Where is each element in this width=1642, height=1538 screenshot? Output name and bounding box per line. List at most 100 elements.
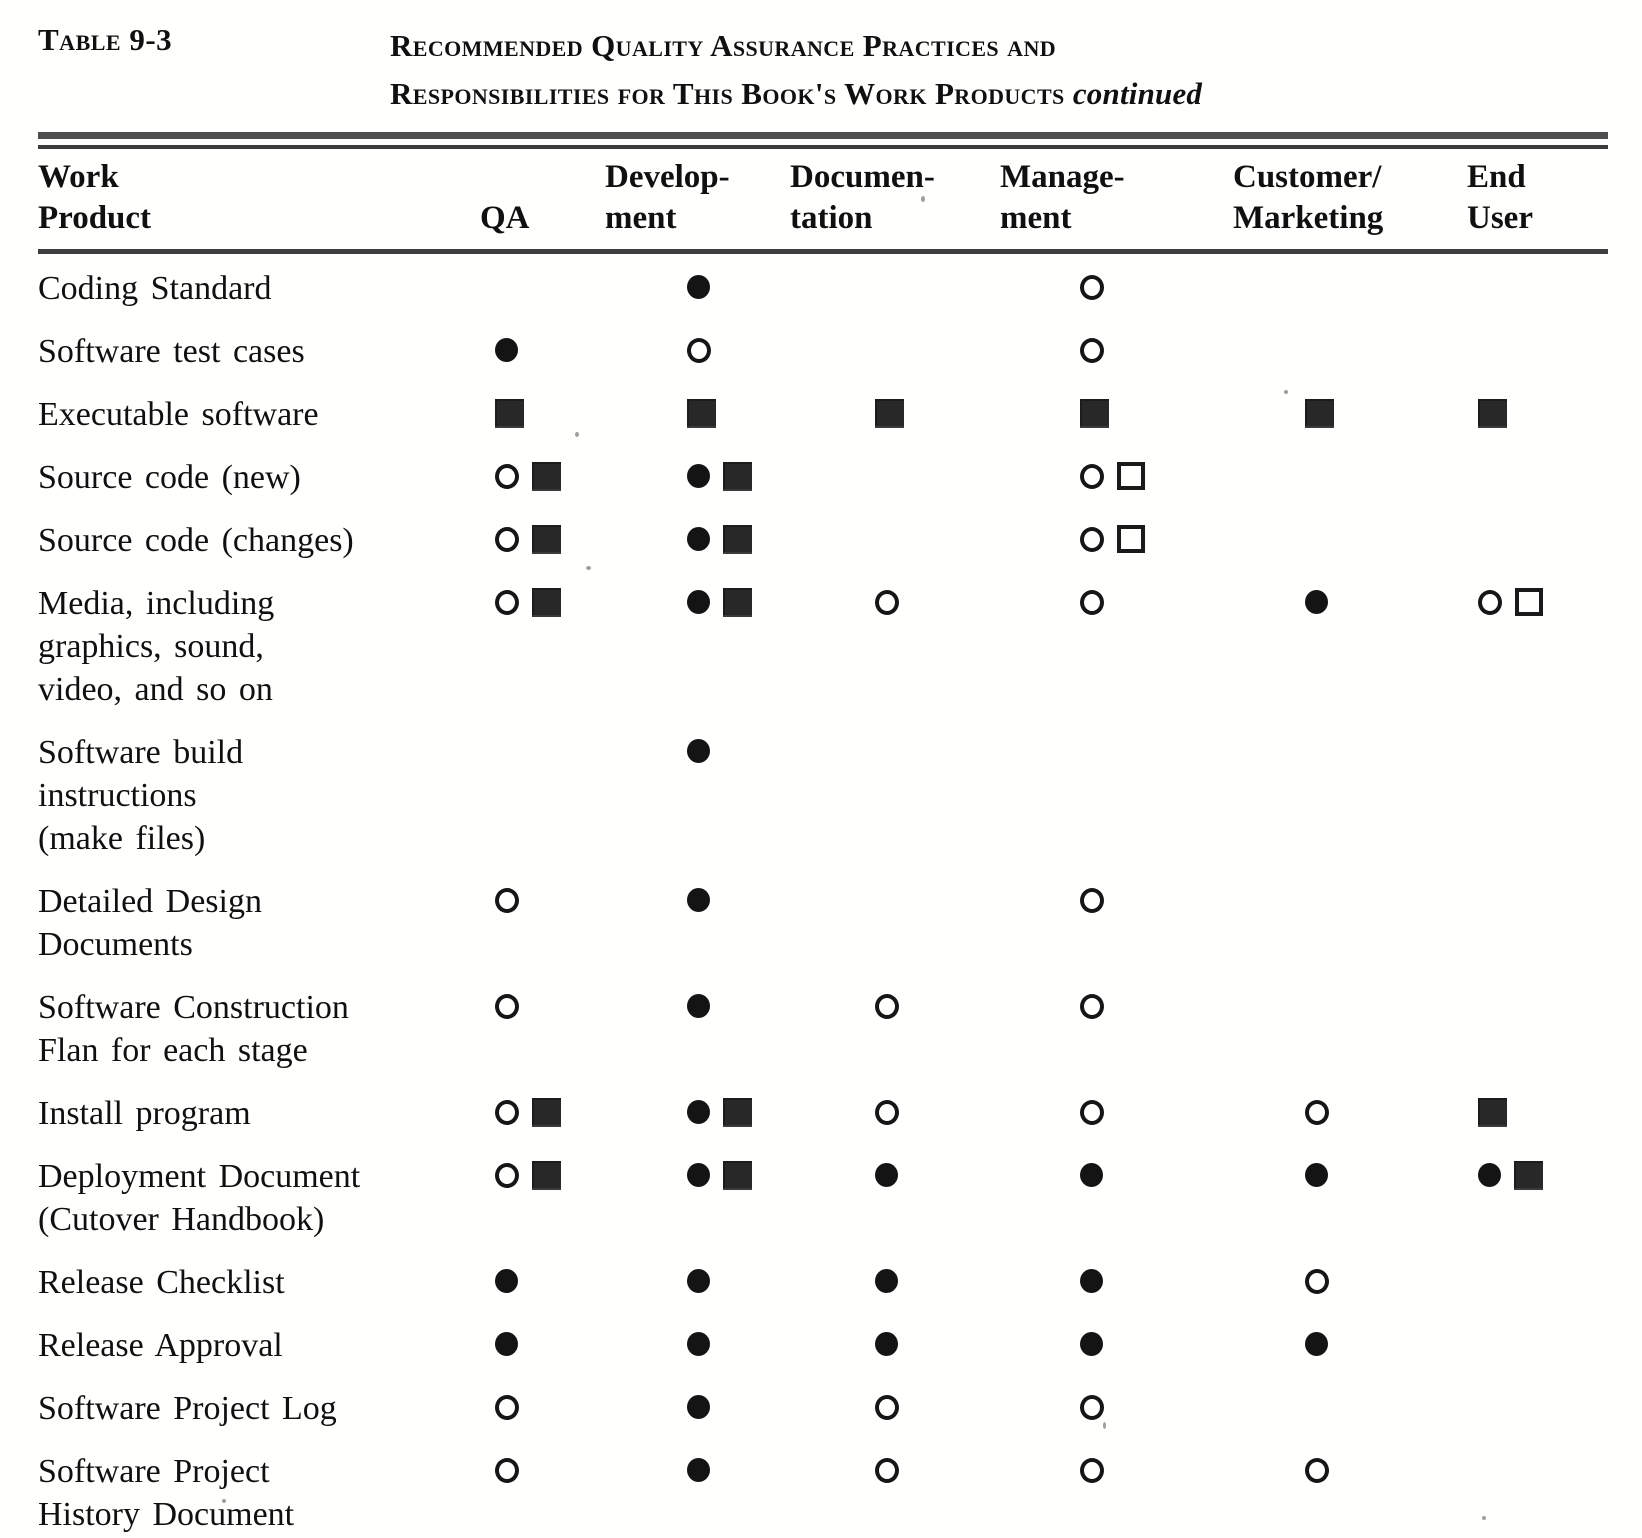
- filled-circle-icon: [1080, 1269, 1103, 1294]
- work-product-cell: Deployment Document (Cutover Handbook): [38, 1155, 458, 1241]
- work-product-line: (make files): [38, 820, 206, 857]
- filled-circle-icon: [495, 1269, 518, 1294]
- work-product-cell: Media, including graphics, sound, video, a…: [38, 582, 458, 711]
- work-product-cell: Release Approval: [38, 1324, 458, 1367]
- filled-circle-icon: [687, 464, 710, 489]
- filled-circle-icon: [687, 1100, 710, 1125]
- table-title-line2: Responsibilities for This Book's Work Pr…: [390, 76, 1203, 111]
- cell-documentation: [788, 582, 983, 711]
- filled-square-icon: [532, 524, 561, 554]
- cell-customer-marketing: [1188, 393, 1428, 436]
- scan-speck: [1482, 1516, 1486, 1520]
- cell-development: [603, 731, 788, 860]
- open-square-icon: [1117, 462, 1145, 491]
- work-product-cell: Detailed Design Documents: [38, 880, 458, 966]
- open-circle-icon: [495, 887, 519, 913]
- filled-square-icon: [1478, 1097, 1507, 1127]
- filled-square-icon: [532, 1097, 561, 1127]
- cell-qa: [458, 393, 603, 436]
- open-circle-icon: [1080, 526, 1104, 552]
- open-circle-icon: [495, 463, 519, 489]
- filled-circle-icon: [687, 590, 710, 615]
- work-product-line: History Document: [38, 1496, 295, 1533]
- filled-square-icon: [723, 461, 752, 491]
- cell-development: [603, 519, 788, 562]
- filled-square-icon: [1478, 398, 1507, 428]
- table-row: Software Project Log: [38, 1380, 1608, 1443]
- filled-circle-icon: [687, 1395, 710, 1420]
- work-product-cell: Coding Standard: [38, 267, 458, 310]
- filled-circle-icon: [495, 338, 518, 363]
- filled-circle-icon: [1305, 1332, 1328, 1357]
- filled-circle-icon: [1305, 1163, 1328, 1188]
- open-circle-icon: [1080, 589, 1104, 615]
- cell-documentation: [788, 267, 983, 310]
- cell-customer-marketing: [1188, 1155, 1428, 1241]
- filled-square-icon: [495, 398, 524, 428]
- work-product-line: Software Construction: [38, 989, 349, 1026]
- open-circle-icon: [1080, 887, 1104, 913]
- filled-circle-icon: [1478, 1163, 1501, 1188]
- cell-development: [603, 1324, 788, 1367]
- open-circle-icon: [1080, 1394, 1104, 1420]
- cell-end-user: [1428, 267, 1608, 310]
- work-product-line: instructions: [38, 777, 197, 814]
- work-product-cell: Source code (changes): [38, 519, 458, 562]
- cell-qa: [458, 330, 603, 373]
- filled-square-icon: [723, 1160, 752, 1190]
- table-label: Table 9-3: [38, 22, 173, 57]
- cell-qa: [458, 1387, 603, 1430]
- filled-square-icon: [532, 587, 561, 617]
- work-product-line: Deployment Document: [38, 1158, 361, 1195]
- cell-end-user: [1428, 1387, 1608, 1430]
- cell-end-user: [1428, 1261, 1608, 1304]
- cell-development: [603, 986, 788, 1072]
- table-row: Deployment Document (Cutover Handbook): [38, 1148, 1608, 1254]
- work-product-line: Executable software: [38, 396, 319, 433]
- cell-customer-marketing: [1188, 986, 1428, 1072]
- scan-speck: [586, 566, 591, 570]
- filled-square-icon: [532, 1160, 561, 1190]
- cell-management: [983, 456, 1188, 499]
- open-circle-icon: [1080, 463, 1104, 489]
- filled-circle-icon: [1080, 1163, 1103, 1188]
- cell-end-user: [1428, 393, 1608, 436]
- cell-development: [603, 330, 788, 373]
- work-product-line: Media, including: [38, 585, 275, 622]
- column-header-qa: QA: [480, 200, 530, 236]
- cell-end-user: [1428, 519, 1608, 562]
- scan-speck: [921, 196, 925, 202]
- table-title-line1: Recommended Quality Assurance Practices …: [390, 28, 1057, 63]
- cell-management: [983, 1155, 1188, 1241]
- cell-end-user: [1428, 582, 1608, 711]
- open-circle-icon: [495, 1394, 519, 1420]
- filled-square-icon: [687, 398, 716, 428]
- work-product-line: Detailed Design: [38, 883, 262, 920]
- cell-documentation: [788, 1387, 983, 1430]
- column-header-management: Manage- ment: [1000, 159, 1125, 236]
- cell-development: [603, 1450, 788, 1536]
- cell-management: [983, 1387, 1188, 1430]
- cell-qa: [458, 1092, 603, 1135]
- cell-customer-marketing: [1188, 1261, 1428, 1304]
- cell-documentation: [788, 1324, 983, 1367]
- filled-circle-icon: [687, 275, 710, 300]
- table-row: Detailed Design Documents: [38, 873, 1608, 979]
- table-row: Source code (changes): [38, 512, 1608, 575]
- cell-end-user: [1428, 1155, 1608, 1241]
- cell-end-user: [1428, 330, 1608, 373]
- work-product-line: graphics, sound,: [38, 628, 264, 665]
- cell-end-user: [1428, 731, 1608, 860]
- cell-documentation: [788, 330, 983, 373]
- open-circle-icon: [1478, 589, 1502, 615]
- cell-qa: [458, 1450, 603, 1536]
- cell-customer-marketing: [1188, 880, 1428, 966]
- scan-speck: [1103, 1422, 1106, 1429]
- open-circle-icon: [495, 589, 519, 615]
- work-product-line: Software build: [38, 734, 244, 771]
- cell-end-user: [1428, 1092, 1608, 1135]
- open-circle-icon: [1080, 337, 1104, 363]
- cell-management: [983, 267, 1188, 310]
- work-product-line: Software Project Log: [38, 1390, 337, 1427]
- cell-end-user: [1428, 986, 1608, 1072]
